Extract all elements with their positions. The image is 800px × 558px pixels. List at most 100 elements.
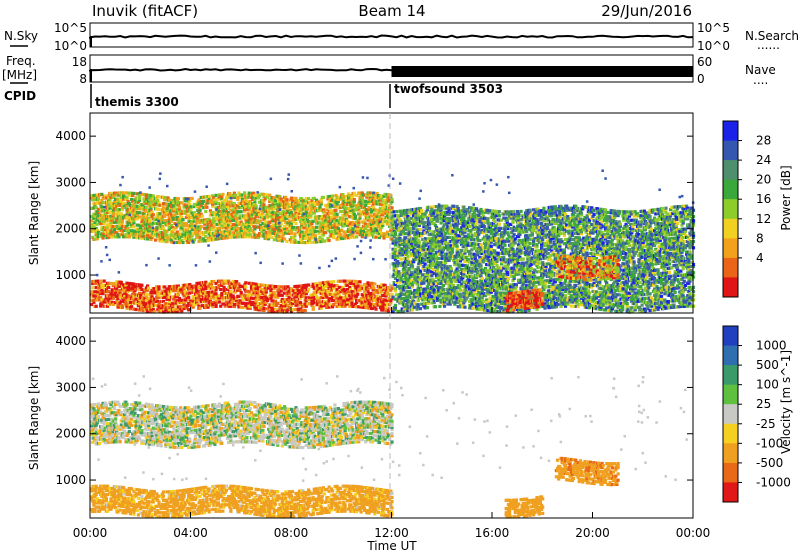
cell-power_db-4633 — [420, 209, 423, 212]
cell-power_db-1872 — [307, 197, 310, 200]
cell-power_db-3956 — [366, 288, 369, 291]
cell-power_db-4956 — [438, 305, 441, 308]
cell-power_db-383 — [132, 192, 135, 195]
sky-tick-bottom-right: 10^0 — [697, 39, 730, 53]
cell-power_db-2250 — [353, 198, 356, 201]
cell-power_db-801 — [181, 241, 184, 244]
cell-power_db-2595 — [95, 305, 98, 308]
cell-power_db-2187 — [346, 220, 349, 223]
freq-tick-bottom-left: 8 — [79, 72, 87, 86]
cell-power_db-780 — [178, 206, 181, 209]
cell-power_db-4870 — [434, 305, 437, 308]
beam-title: Beam 14 — [358, 2, 425, 20]
cell-power_db-986 — [205, 206, 208, 209]
cell-power_db-3994 — [374, 308, 377, 311]
nave-tick-top: 60 — [697, 55, 712, 69]
cell-power_db-1322 — [243, 191, 246, 194]
cell-power_db-1124 — [221, 193, 224, 196]
cell-power_db-1008 — [208, 195, 211, 198]
cell-power_db-2388 — [370, 214, 373, 217]
sky-tick-bottom-left: 10^0 — [54, 39, 87, 53]
cell-power_db-4150 — [395, 210, 398, 213]
cell-power_db-2802 — [135, 308, 138, 311]
sky-line — [90, 36, 693, 38]
cell-power_db-2624 — [99, 280, 102, 283]
cell-power_db-2026 — [328, 239, 331, 242]
cell-power_db-945 — [199, 209, 202, 212]
cell-power_db-1755 — [294, 222, 297, 225]
cell-power_db-3645 — [304, 309, 307, 312]
nave-marker: .... — [753, 73, 768, 87]
cell-power_db-1426 — [255, 204, 258, 207]
cell-power_db-3338 — [241, 306, 244, 309]
date-title: 29/Jun/2016 — [601, 2, 692, 20]
cell-power_db-3236 — [218, 300, 221, 303]
cell-power_db-2062 — [331, 195, 334, 198]
cell-power_db-1993 — [323, 239, 326, 242]
cell-power_db-3623 — [299, 301, 302, 304]
cell-power_db-4307 — [404, 236, 407, 239]
cell-power_db-2662 — [107, 286, 110, 289]
cell-power_db-3915 — [358, 280, 361, 283]
cell-power_db-2127 — [339, 233, 342, 236]
cell-power_db-3447 — [262, 307, 265, 310]
cell-power_db-879 — [189, 205, 192, 208]
cell-power_db-2639 — [103, 280, 106, 283]
cell-power_db-428 — [138, 211, 141, 214]
cell-power_db-2575 — [390, 198, 393, 201]
cell-power_db-1922 — [314, 234, 317, 237]
cell-power_db-4613 — [419, 228, 422, 231]
cell-power_db-2054 — [330, 209, 333, 212]
cell-power_db-605 — [157, 195, 160, 198]
cell-power_db-3665 — [307, 283, 310, 286]
cell-power_db-2585 — [91, 286, 94, 289]
cell-power_db-270 — [120, 212, 123, 215]
cell-power_db-3355 — [244, 281, 247, 284]
cell-power_db-956 — [201, 215, 204, 218]
cell-power_db-524 — [148, 219, 151, 222]
cell-power_db-4683 — [424, 263, 427, 266]
cell-power_db-3518 — [276, 302, 279, 305]
cpid-mode-1: themis 3300 — [95, 95, 179, 109]
cell-power_db-1683 — [285, 198, 288, 201]
cell-power_db-1992 — [322, 196, 325, 199]
cell-power_db-3085 — [187, 296, 190, 299]
cell-power_db-603 — [157, 208, 160, 211]
nave-tick-bottom: 0 — [697, 72, 705, 86]
cell-power_db-3242 — [219, 288, 222, 291]
cell-power_db-3224 — [215, 292, 218, 295]
cell-power_db-4215 — [400, 258, 403, 261]
cell-power_db-3715 — [318, 301, 321, 304]
sky-label: N.Sky — [4, 29, 38, 43]
cell-power_db-965 — [202, 200, 205, 203]
cell-power_db-947 — [200, 225, 203, 228]
cell-power_db-3993 — [373, 282, 376, 285]
cell-power_db-4595 — [419, 307, 422, 310]
cell-power_db-3789 — [332, 280, 335, 283]
cell-power_db-4354 — [406, 255, 409, 258]
cell-power_db-375 — [132, 225, 135, 228]
cell-power_db-2163 — [342, 195, 345, 198]
cell-power_db-4713 — [426, 306, 429, 309]
search-marker: ...... — [757, 38, 780, 52]
cell-power_db-163 — [108, 211, 111, 214]
cell-power_db-3254 — [223, 286, 226, 289]
cell-power_db-4115 — [394, 304, 397, 307]
cell-power_db-3664 — [307, 288, 310, 291]
cell-power_db-4219 — [400, 239, 403, 242]
cell-power_db-3840 — [344, 280, 347, 283]
cell-power_db-1675 — [285, 240, 288, 243]
cell-power_db-4945 — [437, 257, 440, 260]
cell-power_db-888 — [191, 197, 194, 200]
freq-trace — [90, 66, 693, 82]
cell-power_db-1286 — [240, 210, 243, 213]
cell-power_db-2875 — [147, 287, 150, 290]
sky-trace — [90, 36, 693, 48]
cell-power_db-3290 — [229, 290, 232, 293]
station-title: Inuvik (fitACF) — [92, 2, 198, 20]
cell-power_db-1190 — [228, 192, 231, 195]
cpid-mode-2: twofsound 3503 — [394, 82, 503, 96]
cell-power_db-2139 — [340, 210, 343, 213]
